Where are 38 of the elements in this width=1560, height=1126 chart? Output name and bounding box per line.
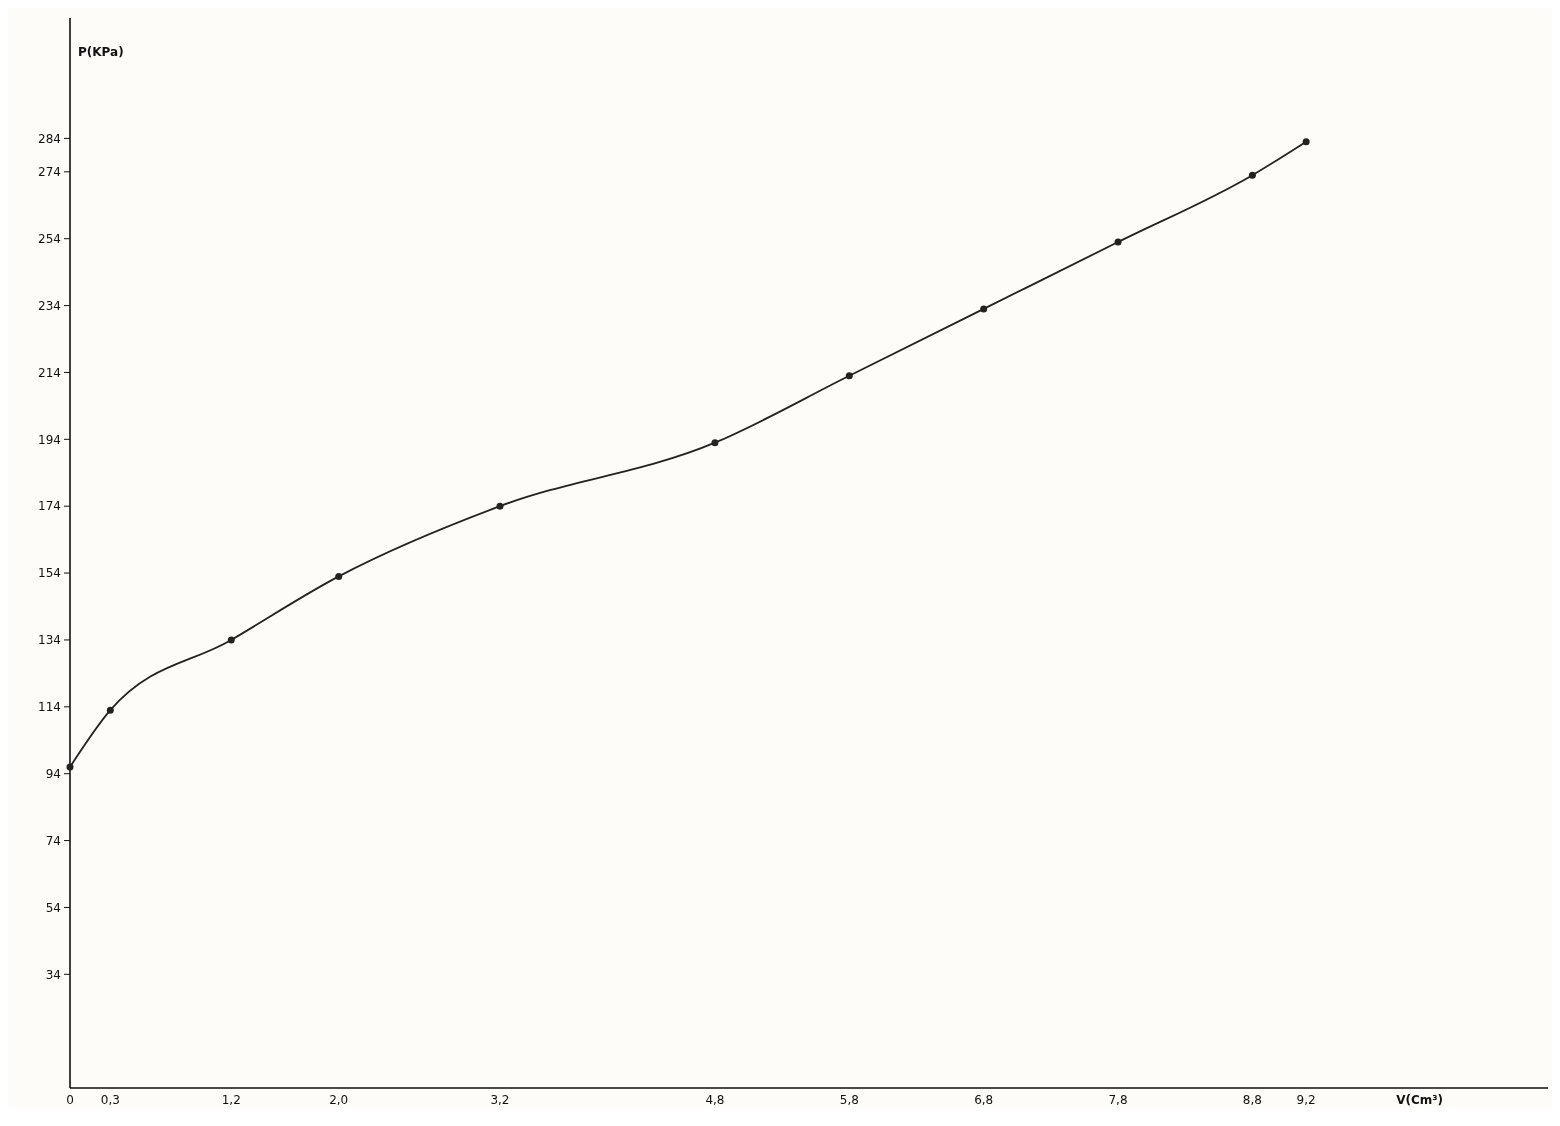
point — [1114, 238, 1122, 246]
y-tick-label: 194 — [38, 432, 61, 447]
point — [711, 439, 719, 447]
y-tick-label: 234 — [38, 298, 61, 313]
y-tick-label: 94 — [45, 766, 61, 781]
y-tick-label: 134 — [38, 633, 61, 648]
y-tick-label: 154 — [38, 566, 61, 581]
x-tick-label: 0 — [66, 1093, 74, 1107]
y-tick-label: 174 — [38, 499, 61, 514]
y-axis-title: P(KPa) — [78, 45, 124, 59]
point — [1248, 171, 1256, 179]
y-tick-label: 274 — [38, 165, 61, 180]
x-tick-label: 2,0 — [329, 1093, 349, 1107]
x-tick-label: 9,2 — [1296, 1093, 1316, 1107]
point — [845, 372, 853, 380]
x-axis-title: V(Cm³) — [1396, 1093, 1443, 1107]
x-tick-label: 5,8 — [839, 1093, 859, 1107]
x-tick-label: 3,2 — [490, 1093, 510, 1107]
point — [335, 572, 343, 580]
y-tick-label: 34 — [45, 967, 61, 982]
x-tick-label: 4,8 — [705, 1093, 725, 1107]
x-tick-label: 6,8 — [974, 1093, 994, 1107]
x-tick-label: 1,2 — [221, 1093, 241, 1107]
y-tick-label: 214 — [38, 365, 61, 380]
y-tick-label: 254 — [38, 231, 61, 246]
y-tick-label: 54 — [45, 900, 61, 915]
x-tick-label: 7,8 — [1108, 1093, 1128, 1107]
y-tick-label: 74 — [45, 833, 61, 848]
point — [496, 502, 504, 510]
point — [106, 706, 114, 714]
point — [980, 305, 988, 313]
point — [227, 636, 235, 644]
x-tick-label: 8,8 — [1242, 1093, 1262, 1107]
point — [1302, 138, 1310, 146]
x-tick-label: 0,3 — [100, 1093, 120, 1107]
y-tick-label: 284 — [38, 131, 61, 146]
y-tick-label: 114 — [38, 700, 61, 715]
point — [66, 763, 74, 771]
